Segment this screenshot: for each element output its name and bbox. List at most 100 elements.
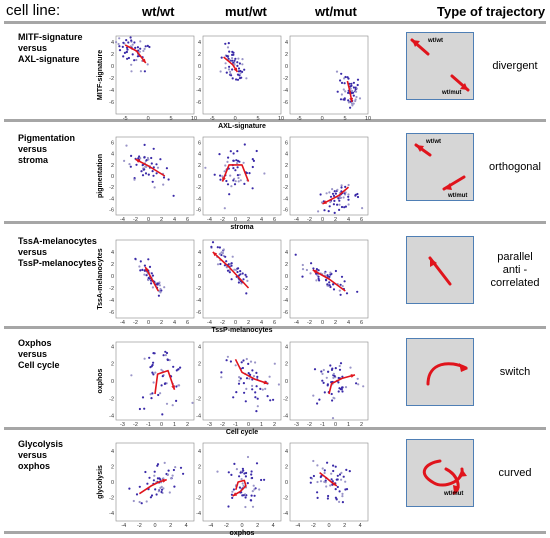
x-tick-label: -2 xyxy=(220,320,225,326)
y-tick-label: 4 xyxy=(111,250,114,256)
row-label-line: TssA-melanocytes xyxy=(18,236,97,246)
scatter-point xyxy=(334,465,337,468)
scatter-point xyxy=(354,193,357,196)
y-tick-label: -6 xyxy=(283,310,288,316)
scatter-point xyxy=(341,492,344,495)
trajectory-arrowhead xyxy=(222,177,226,182)
y-tick-label: 4 xyxy=(285,449,288,455)
scatter-point xyxy=(254,361,257,364)
scatter-point xyxy=(133,177,136,180)
x-tick-label: 4 xyxy=(347,320,350,326)
scatter-point xyxy=(251,490,254,493)
x-tick-label: -2 xyxy=(133,422,138,428)
scatter-point xyxy=(173,485,176,488)
trajectory-arrowhead xyxy=(322,200,327,204)
scatter-point xyxy=(152,381,155,384)
scatter-point xyxy=(329,271,332,274)
scatter-point xyxy=(251,384,254,387)
scatter-point xyxy=(223,207,226,210)
scatter-point xyxy=(324,479,327,482)
scatter-point xyxy=(256,405,259,408)
scatter-point xyxy=(128,487,131,490)
scatter-point xyxy=(328,281,331,284)
scatter-point xyxy=(323,469,326,472)
scatter-point xyxy=(142,49,145,52)
scatter-point xyxy=(159,287,162,291)
scatter-point xyxy=(333,190,336,193)
scatter-point xyxy=(342,196,345,199)
scatter-point xyxy=(156,283,159,286)
scatter-point xyxy=(349,366,352,369)
scatter-point xyxy=(235,391,238,394)
scatter-point xyxy=(219,70,222,73)
scatter-point xyxy=(236,174,239,177)
x-tick-label: -5 xyxy=(123,116,128,122)
scatter-point xyxy=(179,466,183,469)
scatter-point xyxy=(131,43,134,46)
scatter-point xyxy=(156,477,159,480)
scatter-point xyxy=(166,358,169,362)
scatter-point xyxy=(220,251,223,254)
scatter-point xyxy=(204,166,207,169)
single-arrow-icon xyxy=(406,236,474,304)
scatter-point xyxy=(229,70,232,73)
x-tick-label: 2 xyxy=(343,523,346,529)
x-tick-label: -2 xyxy=(133,217,138,223)
scatter-point xyxy=(301,275,304,278)
scatter-point xyxy=(149,393,152,396)
y-tick-label: -2 xyxy=(109,496,114,502)
x-axis-label: oxphos xyxy=(230,530,255,537)
scatter-point xyxy=(250,494,253,497)
scatter-point xyxy=(316,491,319,494)
y-tick-label: -4 xyxy=(196,88,201,94)
scatter-point xyxy=(147,173,150,176)
trajectory-type-label: switch xyxy=(480,366,550,379)
scatter-point xyxy=(162,477,165,480)
scatter-point xyxy=(230,262,233,265)
scatter-point xyxy=(301,268,305,271)
scatter-point xyxy=(147,258,150,261)
scatter-point xyxy=(229,360,232,363)
scatter-point xyxy=(213,173,216,176)
scatter-point xyxy=(338,368,342,371)
trajectory-arrowhead xyxy=(312,270,318,274)
x-tick-label: 0 xyxy=(147,320,150,326)
scatter-point xyxy=(143,168,146,171)
y-tick-label: -2 xyxy=(283,185,288,191)
x-tick-label: 0 xyxy=(240,523,243,529)
scatter-point xyxy=(332,194,336,197)
scatter-point xyxy=(135,163,138,166)
y-tick-label: 0 xyxy=(198,274,201,280)
scatter-point xyxy=(237,281,240,284)
scatter-point xyxy=(241,482,244,485)
scatter-point xyxy=(338,500,341,503)
y-tick-label: 4 xyxy=(198,344,201,350)
scatter-point xyxy=(242,382,245,385)
scatter-point xyxy=(148,45,151,49)
x-tick-label: -2 xyxy=(220,217,225,223)
scatter-panel: -4 -2 0 2 4 6 4 2 0 -2 -4 -6 TssA-melanocytes xyxy=(97,239,195,326)
scatter-point xyxy=(240,478,243,481)
trajectory-arrowhead xyxy=(171,385,175,390)
row-label-line: versus xyxy=(18,247,48,257)
scatter-point xyxy=(318,398,321,401)
trajectory-type-header: Type of trajectory xyxy=(437,4,546,19)
trajectory-line xyxy=(212,251,250,289)
trajectory-line xyxy=(138,478,167,495)
scatter-point xyxy=(239,377,242,380)
y-tick-label: -4 xyxy=(283,196,288,202)
scatter-panel: -4 -2 0 2 4 6 4 2 0 -2 -4 -6 TssP-melanocytes xyxy=(196,239,282,334)
scatter-point xyxy=(358,97,362,100)
scatter-point xyxy=(245,292,248,295)
scatter-point xyxy=(143,407,146,410)
scatter-point xyxy=(150,282,153,285)
scatter-point xyxy=(147,276,150,279)
scatter-point xyxy=(175,399,178,402)
scatter-point xyxy=(237,67,241,70)
scatter-panel: -4 -2 0 2 4 6 6 4 2 0 -2 -4 -6 xyxy=(283,136,369,223)
scatter-point xyxy=(232,488,235,491)
row-label-line: stroma xyxy=(18,155,49,165)
scatter-point xyxy=(158,284,161,287)
y-tick-label: -6 xyxy=(109,100,114,106)
y-tick-label: -6 xyxy=(109,207,114,213)
